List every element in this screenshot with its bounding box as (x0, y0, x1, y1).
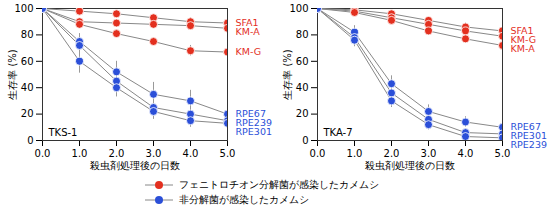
svg-text:80: 80 (21, 29, 34, 40)
svg-text:3.0: 3.0 (146, 148, 162, 159)
svg-text:40: 40 (296, 82, 309, 93)
svg-text:60: 60 (21, 56, 34, 67)
svg-text:KM-G: KM-G (510, 34, 537, 45)
svg-text:TKA-7: TKA-7 (323, 127, 353, 138)
svg-text:KM-G: KM-G (236, 46, 262, 57)
svg-text:80: 80 (296, 29, 309, 40)
svg-text:RPE239: RPE239 (235, 117, 272, 129)
svg-text:生存率 (%): 生存率 (%) (7, 49, 18, 100)
svg-text:40: 40 (21, 82, 34, 93)
svg-text:生存率 (%): 生存率 (%) (282, 49, 293, 100)
svg-text:KM-A: KM-A (511, 43, 536, 54)
svg-text:20: 20 (296, 108, 309, 119)
svg-text:3.0: 3.0 (421, 148, 437, 159)
html-text:非分解菌が感染したカメムシ: 非分解菌が感染したカメムシ (179, 193, 309, 205)
svg-text:100: 100 (14, 3, 33, 14)
svg-text:2.0: 2.0 (109, 148, 125, 159)
svg-text:1.0: 1.0 (72, 148, 88, 159)
svg-text:5.0: 5.0 (495, 148, 511, 159)
svg-text:20: 20 (21, 108, 34, 119)
svg-text:60: 60 (296, 56, 309, 67)
svg-text:2.0: 2.0 (384, 148, 400, 159)
svg-text:RPE301: RPE301 (236, 126, 272, 137)
svg-text:0.0: 0.0 (35, 148, 51, 159)
svg-text:RPE301: RPE301 (510, 130, 547, 142)
svg-text:4.0: 4.0 (183, 148, 199, 159)
svg-text:殺虫剤処理後の日数: 殺虫剤処理後の日数 (365, 160, 455, 171)
svg-text:RPE67: RPE67 (510, 121, 541, 133)
svg-text:SFA1: SFA1 (510, 25, 534, 36)
svg-text:5.0: 5.0 (220, 148, 236, 159)
svg-text:RPE67: RPE67 (235, 108, 266, 120)
svg-text:RPE239: RPE239 (511, 139, 547, 150)
html-text:フェニトロチオン分解菌が感染したカメムシ: フェニトロチオン分解菌が感染したカメムシ (179, 178, 379, 190)
svg-text:0: 0 (302, 135, 308, 146)
svg-text:KM-A: KM-A (236, 26, 261, 37)
svg-text:1.0: 1.0 (347, 148, 363, 159)
svg-text:SFA1: SFA1 (235, 17, 259, 29)
svg-text:100: 100 (289, 3, 308, 14)
svg-text:殺虫剤処理後の日数: 殺虫剤処理後の日数 (90, 160, 180, 171)
svg-text:TKS-1: TKS-1 (48, 127, 78, 138)
svg-text:0: 0 (27, 135, 33, 146)
svg-text:4.0: 4.0 (458, 148, 474, 159)
svg-text:0.0: 0.0 (310, 148, 326, 159)
